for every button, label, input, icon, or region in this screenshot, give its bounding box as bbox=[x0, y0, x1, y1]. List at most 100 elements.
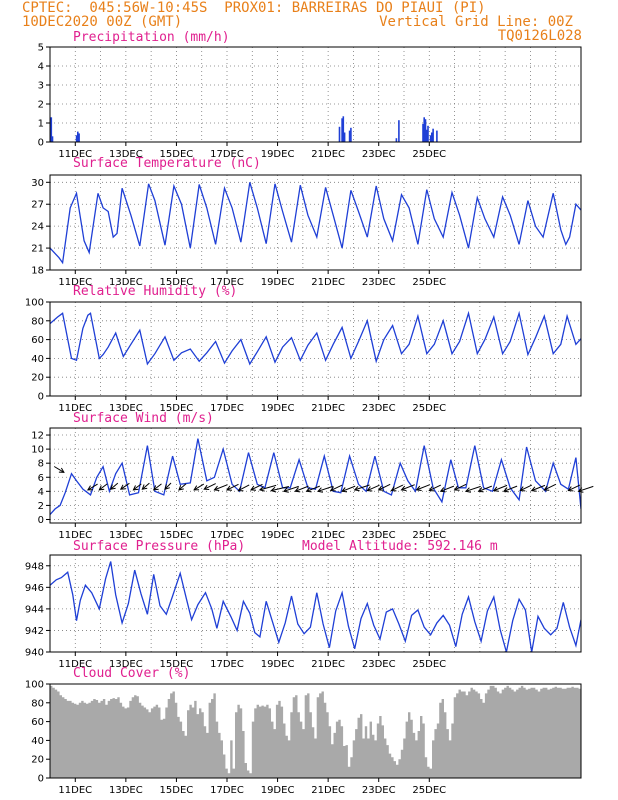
wind-vector bbox=[454, 483, 467, 491]
x-tick-label: 19DEC bbox=[261, 149, 295, 160]
y-tick-label: 20 bbox=[31, 755, 44, 766]
wind-vector bbox=[341, 485, 356, 492]
precip-bar bbox=[422, 124, 424, 142]
wind-vector bbox=[110, 482, 119, 490]
panel-title-pressure: Surface Pressure (hPa) bbox=[73, 539, 245, 554]
x-tick-label: 13DEC bbox=[109, 403, 143, 414]
x-tick-label: 23DEC bbox=[362, 403, 396, 414]
x-tick-label: 21DEC bbox=[311, 149, 345, 160]
x-tick-label: 23DEC bbox=[362, 149, 396, 160]
wind-vector-head bbox=[400, 485, 407, 491]
wind-vector bbox=[250, 483, 263, 491]
wind-vector bbox=[203, 483, 216, 490]
panel-rh: 0 20 40 60 80 100 11DEC 13DEC 15DEC 17DEC 19DEC 21D… bbox=[25, 284, 582, 414]
x-tick-label: 11DEC bbox=[58, 149, 92, 160]
x-tick-label: 17DEC bbox=[210, 785, 244, 796]
x-tick-label: 15DEC bbox=[160, 403, 194, 414]
precip-bar bbox=[427, 125, 429, 142]
precip-bar bbox=[78, 133, 80, 142]
wind-vector bbox=[271, 486, 290, 492]
x-tick-label: 21DEC bbox=[311, 277, 345, 288]
wind-vector-head bbox=[502, 487, 509, 493]
wind-vector bbox=[568, 484, 581, 492]
wind-vector-head bbox=[98, 485, 105, 491]
x-tick-label: 21DEC bbox=[311, 785, 345, 796]
wind-vector-head bbox=[439, 487, 446, 493]
panel-title-cloud: Cloud Cover (%) bbox=[73, 666, 190, 681]
wind-vector-head bbox=[477, 487, 484, 493]
y-tick-label: 0 bbox=[38, 392, 44, 403]
precip-bar bbox=[77, 131, 79, 142]
precip-bar bbox=[436, 130, 438, 142]
precip-bar bbox=[432, 128, 434, 142]
precip-bar bbox=[51, 136, 54, 142]
header-line1: CPTEC: 045:56W-10:45S PROX01: BARREIRAS … bbox=[22, 0, 486, 16]
precip-bar bbox=[395, 138, 398, 142]
panel-title-precip: Precipitation (mm/h) bbox=[73, 30, 230, 45]
precip-bar bbox=[424, 119, 427, 142]
wind-vector bbox=[367, 484, 380, 492]
y-tick-label: 60 bbox=[31, 335, 44, 346]
wind-vector-head bbox=[305, 487, 312, 493]
wind-vector-head bbox=[366, 486, 373, 492]
y-tick-label: 940 bbox=[25, 648, 44, 659]
x-tick-label: 19DEC bbox=[261, 785, 295, 796]
panel-frame bbox=[49, 301, 582, 397]
wind-vector-head bbox=[530, 486, 537, 492]
x-tick-label: 15DEC bbox=[160, 785, 194, 796]
precip-bar bbox=[50, 117, 53, 142]
wind-vector bbox=[87, 483, 98, 491]
wind-vector bbox=[178, 483, 187, 491]
y-tick-label: 80 bbox=[31, 316, 44, 327]
wind-vector bbox=[120, 482, 130, 490]
panel-frame bbox=[49, 427, 582, 524]
wind-vector bbox=[259, 484, 277, 491]
panel-frame bbox=[49, 174, 582, 271]
wind-vector-head bbox=[141, 484, 148, 490]
x-tick-label: 17DEC bbox=[210, 659, 244, 670]
wind-vector-head bbox=[492, 486, 499, 492]
x-tick-label: 23DEC bbox=[362, 277, 396, 288]
wind-vector-head bbox=[341, 487, 348, 493]
wind-vector-head bbox=[213, 485, 220, 491]
wind-vector bbox=[306, 485, 320, 492]
series-line-pressure bbox=[50, 561, 581, 652]
x-tick-label: 19DEC bbox=[261, 277, 295, 288]
panel-title-temp: Surface Temperature (nC) bbox=[73, 156, 261, 171]
precip-bar bbox=[398, 120, 400, 142]
header-model-code: TQ0126L028 bbox=[497, 28, 582, 44]
y-tick-label: 4 bbox=[38, 487, 44, 498]
precip-bar bbox=[350, 127, 352, 143]
precip-bar bbox=[341, 118, 343, 143]
precip-bar bbox=[426, 129, 428, 142]
wind-vector bbox=[317, 485, 333, 492]
x-tick-label: 19DEC bbox=[261, 403, 295, 414]
model-altitude-note: Model Altitude: 592.146 m bbox=[302, 539, 498, 554]
series-line-temp bbox=[50, 182, 581, 265]
wind-vector-head bbox=[567, 486, 574, 492]
y-tick-label: 6 bbox=[38, 473, 44, 484]
x-tick-label: 11DEC bbox=[58, 659, 92, 670]
x-tick-label: 13DEC bbox=[109, 277, 143, 288]
x-tick-label: 19DEC bbox=[261, 530, 295, 541]
wind-vector-head bbox=[415, 485, 422, 491]
panel-pressure: 940 942 944 946 948 11DEC 13DEC 15DEC 17DEC 19DEC… bbox=[25, 539, 582, 670]
y-tick-label: 944 bbox=[25, 604, 44, 615]
series-line-wind bbox=[50, 438, 581, 516]
wind-vector-head bbox=[282, 487, 289, 493]
x-tick-label: 25DEC bbox=[412, 403, 446, 414]
x-tick-label: 15DEC bbox=[160, 530, 194, 541]
wind-vector-head bbox=[86, 485, 93, 491]
y-tick-label: 24 bbox=[31, 222, 44, 233]
y-tick-label: 21 bbox=[31, 244, 44, 255]
x-tick-label: 25DEC bbox=[412, 277, 446, 288]
wind-vector bbox=[330, 484, 343, 492]
panel-cloud: 0 20 40 60 80 100 11DEC 13DEC 15DEC 17DEC 19DEC 21D… bbox=[25, 666, 582, 796]
wind-vector bbox=[226, 483, 239, 491]
panel-precip: 0 1 2 3 4 5 11DEC 13DEC 15DEC 17DEC 19DEC 21DEC 23DE… bbox=[38, 30, 582, 160]
wind-vector bbox=[153, 483, 162, 491]
x-tick-label: 17DEC bbox=[210, 277, 244, 288]
wind-vector bbox=[531, 484, 546, 492]
wind-vector bbox=[238, 484, 250, 492]
wind-vector bbox=[493, 484, 508, 492]
